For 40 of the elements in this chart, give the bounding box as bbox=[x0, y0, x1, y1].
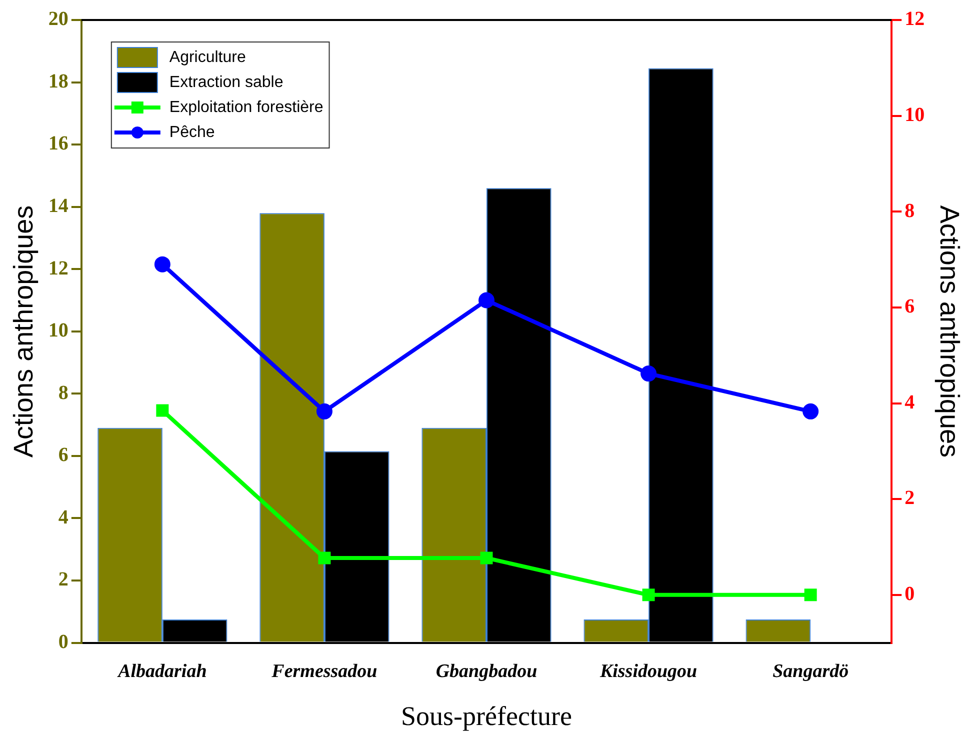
point bbox=[318, 552, 331, 564]
y-tick-label: 4 bbox=[58, 506, 68, 528]
y2-tick-label: 0 bbox=[904, 583, 915, 606]
y2-tick-label: 2 bbox=[904, 487, 915, 510]
legend-label: Agriculture bbox=[169, 48, 246, 66]
point bbox=[802, 403, 819, 420]
y-tick-label: 8 bbox=[58, 382, 68, 404]
y-tick-label: 2 bbox=[58, 568, 68, 591]
point bbox=[642, 588, 655, 602]
x-tick-label: Fermessadou bbox=[270, 661, 378, 682]
x-tick-label: Sangardö bbox=[772, 661, 849, 682]
point bbox=[804, 588, 817, 602]
y-tick-label: 0 bbox=[58, 630, 68, 653]
point bbox=[640, 366, 657, 382]
legend-label: Extraction sable bbox=[169, 74, 284, 91]
y-tick-label: 12 bbox=[48, 257, 68, 280]
y-tick-label: 6 bbox=[58, 444, 68, 466]
y-tick-label: 10 bbox=[48, 320, 68, 342]
y2-tick-label: 8 bbox=[904, 200, 915, 222]
point bbox=[478, 292, 494, 308]
point bbox=[154, 256, 170, 272]
y-axis-title: Actions anthropiques bbox=[8, 205, 39, 458]
y-tick-label: 18 bbox=[48, 70, 68, 92]
y2-tick-label: 6 bbox=[904, 296, 915, 318]
y-tick-label: 14 bbox=[48, 195, 68, 218]
y-tick-label: 16 bbox=[48, 132, 68, 155]
x-tick-label: Kissidougou bbox=[598, 661, 698, 682]
x-axis-title: Sous-préfecture bbox=[401, 700, 572, 731]
x-tick-label: Gbangbadou bbox=[436, 661, 538, 682]
y2-tick-label: 12 bbox=[904, 8, 925, 30]
point bbox=[316, 403, 332, 420]
y2-tick-label: 10 bbox=[904, 104, 925, 126]
legend-label: Exploitation forestière bbox=[169, 98, 324, 116]
y2-axis-title: Actions anthropiques bbox=[934, 205, 964, 458]
x-tick-label: Albadariah bbox=[117, 661, 207, 682]
point bbox=[156, 404, 169, 417]
y-tick-label: 20 bbox=[48, 8, 68, 30]
point bbox=[480, 552, 493, 564]
legend-label: Pêche bbox=[169, 124, 215, 141]
y2-tick-label: 4 bbox=[904, 391, 915, 414]
